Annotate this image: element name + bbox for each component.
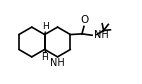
Text: H: H [42,22,49,31]
Text: NH: NH [50,58,65,68]
Text: H: H [41,53,48,62]
Text: NH: NH [94,30,108,40]
Text: O: O [81,15,89,25]
